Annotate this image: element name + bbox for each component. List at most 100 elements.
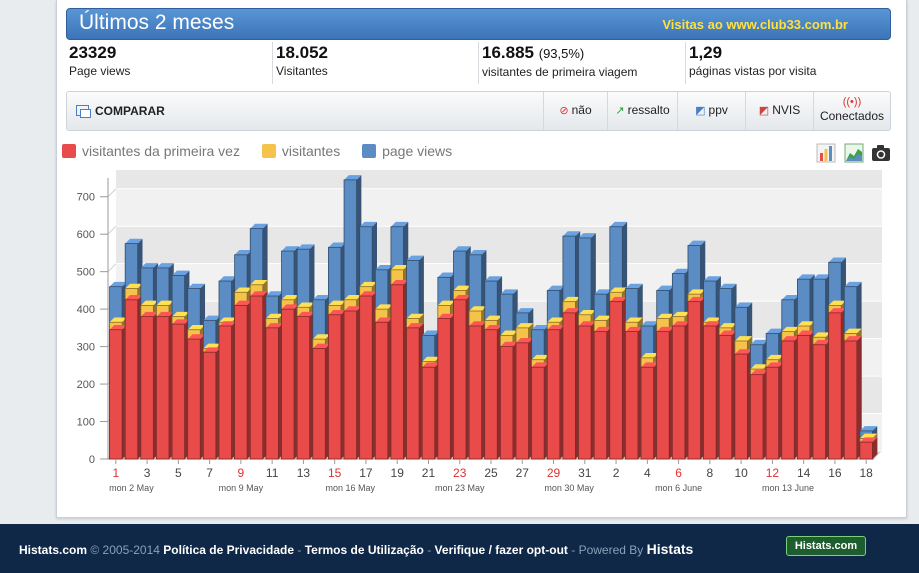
histats-logo[interactable]: Histats.com: [786, 536, 866, 556]
bar-page-views-top: [625, 283, 643, 289]
x-tick-label: 12: [766, 466, 780, 480]
stat-label: visitantes de primeira viagem: [482, 65, 638, 79]
bar-page-views-top: [234, 250, 252, 255]
bar-visitors-top: [578, 309, 596, 315]
bar-chart-icon[interactable]: [816, 143, 836, 163]
page-title: Últimos 2 meses: [79, 11, 235, 34]
chart-toolbar: COMPARAR ⊘ não ↗ ressalto ◩ ppv ◩ NVIS ((•))…: [66, 91, 891, 131]
bar-page-views-top: [781, 294, 800, 300]
x-tick-label: 29: [547, 466, 561, 480]
bar-visitors-top: [344, 294, 362, 300]
week-label: mon 6 June: [655, 483, 702, 493]
bar-page-views-top: [359, 221, 377, 227]
bar-visitors-top: [422, 356, 440, 362]
bar-first-time-visitors-top: [797, 330, 815, 336]
stat-label: Visitantes: [276, 64, 328, 78]
nvis-button[interactable]: ◩ NVIS: [745, 92, 813, 130]
bar-first-time-visitors: [124, 299, 139, 460]
bar-first-time-visitors: [546, 329, 561, 460]
optout-link[interactable]: Verifique / fazer opt-out: [434, 543, 568, 557]
bar-visitors-top: [156, 300, 174, 306]
bar-first-time-visitors: [421, 366, 436, 460]
bar-first-time-visitors: [703, 325, 717, 460]
bar-page-views-top: [172, 270, 190, 276]
area-chart-icon[interactable]: [844, 143, 864, 163]
bar-page-views-top: [734, 302, 753, 308]
bar-first-time-visitors: [296, 316, 311, 460]
bar-page-views-top: [375, 264, 393, 270]
bar-page-views-top: [250, 223, 268, 229]
bar-page-views-top: [656, 285, 675, 291]
bar-first-time-visitors: [249, 295, 264, 460]
bar-first-time-visitors-top: [359, 291, 377, 297]
bar-page-views-top: [500, 289, 518, 295]
x-tick-label: 10: [734, 466, 748, 480]
bar-visitors-top: [859, 433, 878, 439]
bar-first-time-visitors: [374, 321, 389, 460]
bar-page-views-top: [766, 328, 784, 334]
bar-visitors-top: [844, 328, 862, 334]
y-tick-label: 500: [77, 267, 95, 279]
gridline-side: [107, 188, 117, 198]
bar-first-time-visitors: [687, 301, 701, 460]
powered-by-label: Powered By: [578, 543, 644, 557]
terms-link[interactable]: Termos de Utilização: [304, 543, 424, 557]
compare-button[interactable]: COMPARAR: [76, 104, 165, 118]
x-tick-label: 7: [206, 466, 213, 480]
stat-percent: (93,5%): [538, 46, 585, 61]
no-button[interactable]: ⊘ não: [543, 92, 607, 130]
bar-first-time-visitors: [828, 312, 842, 460]
bar-visitors-top: [672, 311, 690, 317]
site-visits-label: Visitas ao www.club33.com.br: [662, 17, 848, 32]
bar-first-time-visitors: [328, 314, 342, 460]
bar-first-time-visitors-top: [594, 326, 612, 332]
bar-first-time-visitors: [859, 441, 873, 460]
ppv-button[interactable]: ◩ ppv: [677, 92, 745, 130]
bar-visitors-top: [390, 264, 409, 270]
x-tick-label: 16: [828, 466, 842, 480]
privacy-link[interactable]: Política de Privacidade: [163, 543, 295, 557]
bar-first-time-visitors: [140, 316, 154, 460]
bar-first-time-visitors-top: [578, 321, 596, 326]
bar-first-time-visitors-top: [375, 317, 393, 323]
bar-first-time-visitors: [109, 329, 123, 460]
chart-legend: visitantes da primeira vez visitantes pa…: [62, 143, 470, 161]
bar-page-views-top: [203, 315, 221, 321]
bar-first-time-visitors: [578, 325, 592, 460]
connected-button[interactable]: ((•)) Conectados: [813, 92, 890, 130]
camera-icon[interactable]: [871, 143, 891, 163]
bar-first-time-visitors-top: [203, 347, 221, 353]
bar-visitors-top: [187, 324, 206, 330]
bar-visitors-top: [437, 300, 456, 306]
x-tick-label: 15: [328, 466, 342, 480]
bar-page-views-top: [687, 240, 706, 246]
week-label: mon 9 May: [219, 483, 264, 493]
bar-first-time-visitors-top: [453, 294, 471, 300]
footer-brand[interactable]: Histats.com: [19, 543, 88, 557]
bar-first-time-visitors: [390, 284, 404, 460]
bar-first-time-visitors: [499, 346, 514, 460]
bar-first-time-visitors-top: [484, 324, 503, 330]
bounce-button[interactable]: ↗ ressalto: [607, 92, 677, 130]
y-tick-label: 100: [77, 417, 95, 429]
legend-item-first-time[interactable]: visitantes da primeira vez: [62, 143, 240, 159]
bar-first-time-visitors: [640, 366, 654, 460]
bar-visitors-top: [766, 354, 784, 360]
bar-first-time-visitors-top: [844, 336, 862, 341]
legend-item-visitors[interactable]: visitantes: [261, 143, 340, 159]
x-tick-label: 31: [578, 466, 592, 480]
legend-item-page-views[interactable]: page views: [362, 143, 452, 159]
bar-first-time-visitors: [781, 340, 795, 460]
bar-visitors-top: [531, 354, 549, 360]
stat-value: 1,29: [689, 43, 723, 62]
bar-page-views-top: [265, 291, 284, 297]
x-tick-label: 9: [238, 466, 245, 480]
bar-page-views-top: [125, 238, 143, 244]
week-label: mon 2 May: [109, 483, 154, 493]
powered-by-brand[interactable]: Histats: [646, 541, 694, 557]
bar-first-time-visitors-top: [265, 323, 284, 328]
bar-visitors-top: [265, 313, 284, 319]
bar-first-time-visitors: [281, 308, 295, 460]
bar-first-time-visitors: [843, 340, 858, 460]
